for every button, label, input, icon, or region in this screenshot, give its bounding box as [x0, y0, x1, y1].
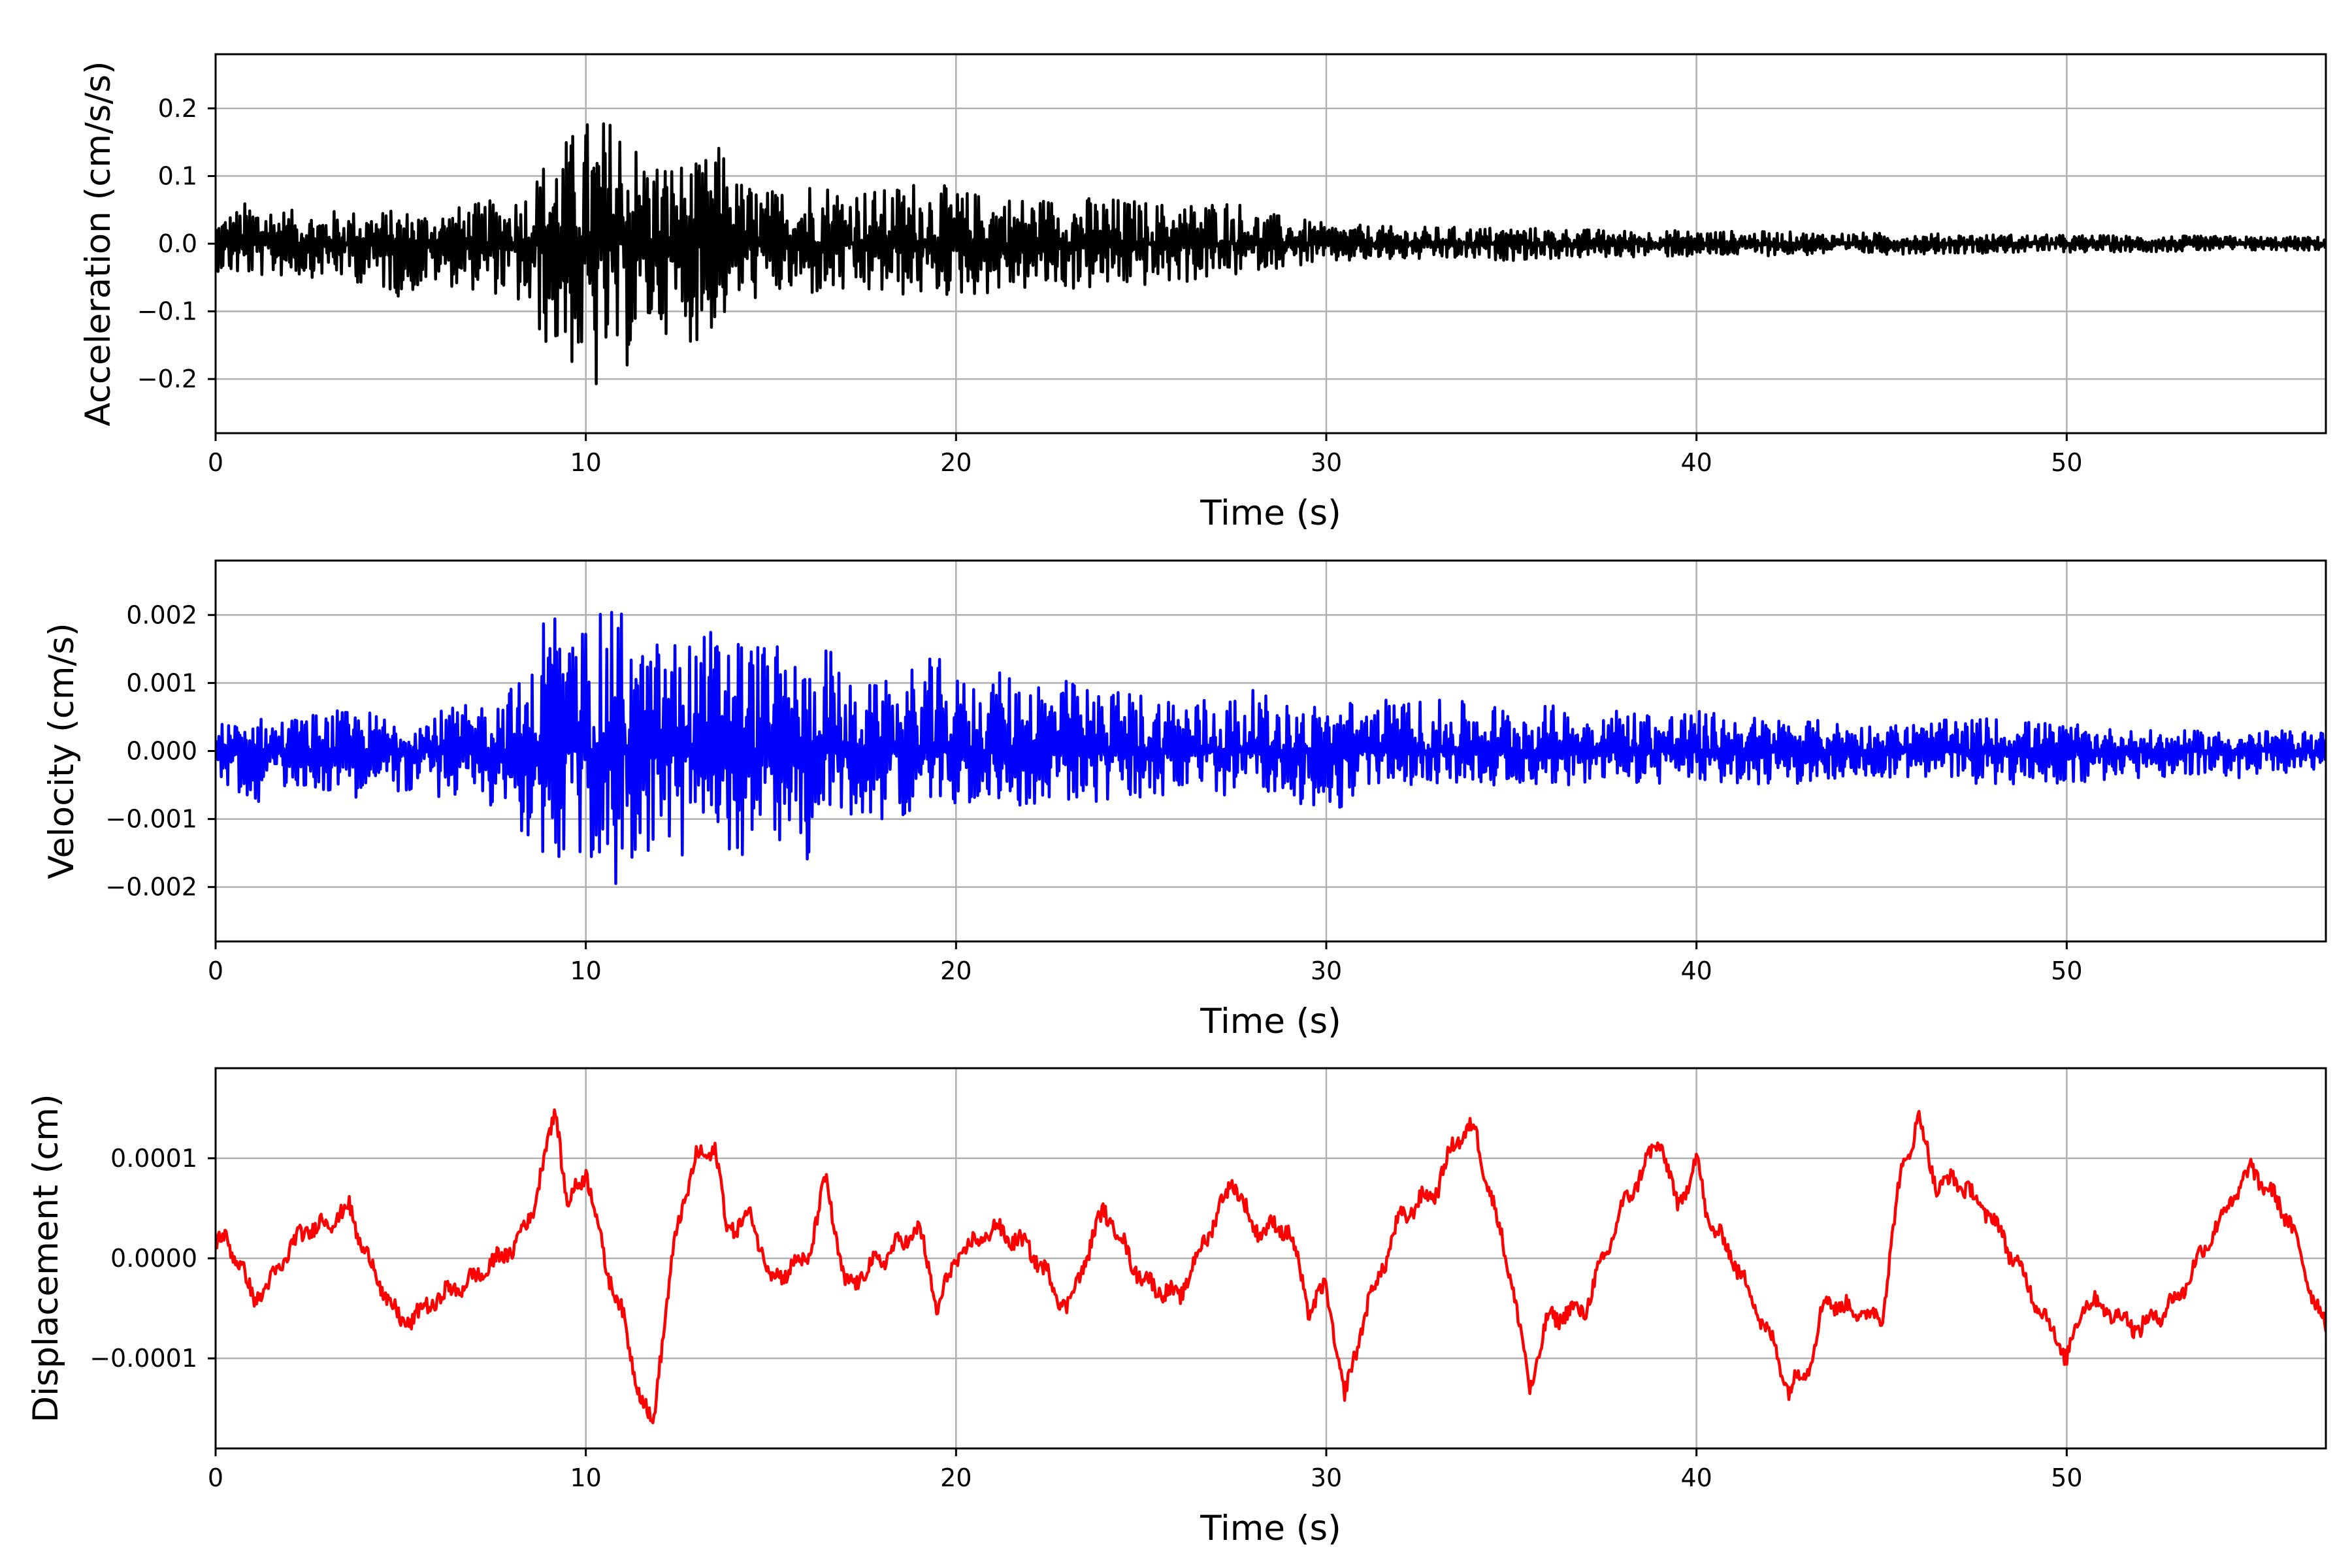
x-tick-label: 20: [940, 448, 972, 477]
x-tick-label: 50: [2051, 1463, 2082, 1492]
y-tick-label: −0.0001: [90, 1344, 197, 1373]
x-tick-label: 30: [1311, 956, 1342, 985]
y-tick-label: −0.001: [105, 805, 197, 834]
x-tick-label: 50: [2051, 448, 2082, 477]
y-axis-label: Velocity (cm/s): [42, 623, 82, 879]
x-axis-label: Time (s): [1200, 493, 1341, 533]
series-line: [216, 122, 2326, 385]
x-tick-label: 10: [570, 956, 601, 985]
x-tick-label: 20: [940, 1463, 972, 1492]
x-tick-label: 0: [208, 448, 223, 477]
panel-1: 0 10 20 30 40 50 −0.2 −0.1 0.0 0.1 0.2 Time (s) Acce…: [78, 53, 2327, 533]
series-line: [216, 610, 2326, 885]
y-axis-label: Acceleration (cm/s/s): [78, 61, 118, 426]
series-line: [216, 1108, 2326, 1425]
y-tick-label: 0.0: [158, 229, 197, 258]
x-tick-label: 20: [940, 956, 972, 985]
x-tick-label: 0: [208, 956, 223, 985]
y-axis-label: Displacement (cm): [26, 1094, 66, 1422]
x-tick-label: 30: [1311, 448, 1342, 477]
y-tick-label: 0.002: [126, 600, 197, 629]
y-tick-label: 0.2: [158, 94, 197, 123]
y-tick-label: 0.0001: [110, 1144, 197, 1173]
y-tick-label: 0.000: [126, 737, 197, 766]
x-tick-label: 50: [2051, 956, 2082, 985]
x-tick-label: 10: [570, 448, 601, 477]
x-tick-label: 40: [1680, 1463, 1712, 1492]
x-tick-label: 10: [570, 1463, 601, 1492]
panel-2: 0 10 20 30 40 50 −0.002 −0.001 0.000 0.001 0.002 Ti…: [42, 559, 2327, 1041]
x-tick-label: 30: [1311, 1463, 1342, 1492]
y-tick-label: −0.002: [105, 873, 197, 902]
x-axis-label: Time (s): [1200, 1002, 1341, 1041]
y-tick-label: 0.1: [158, 161, 197, 190]
x-tick-label: 40: [1680, 956, 1712, 985]
y-tick-label: 0.001: [126, 668, 197, 697]
y-tick-label: −0.2: [137, 365, 197, 393]
panel-3: 0 10 20 30 40 50 −0.0001 0.0000 0.0001 Time (s) Di…: [26, 1067, 2327, 1548]
x-axis-label: Time (s): [1200, 1509, 1341, 1548]
y-tick-label: −0.1: [137, 297, 197, 326]
x-tick-label: 0: [208, 1463, 223, 1492]
y-tick-label: 0.0000: [110, 1244, 197, 1273]
x-tick-label: 40: [1680, 448, 1712, 477]
